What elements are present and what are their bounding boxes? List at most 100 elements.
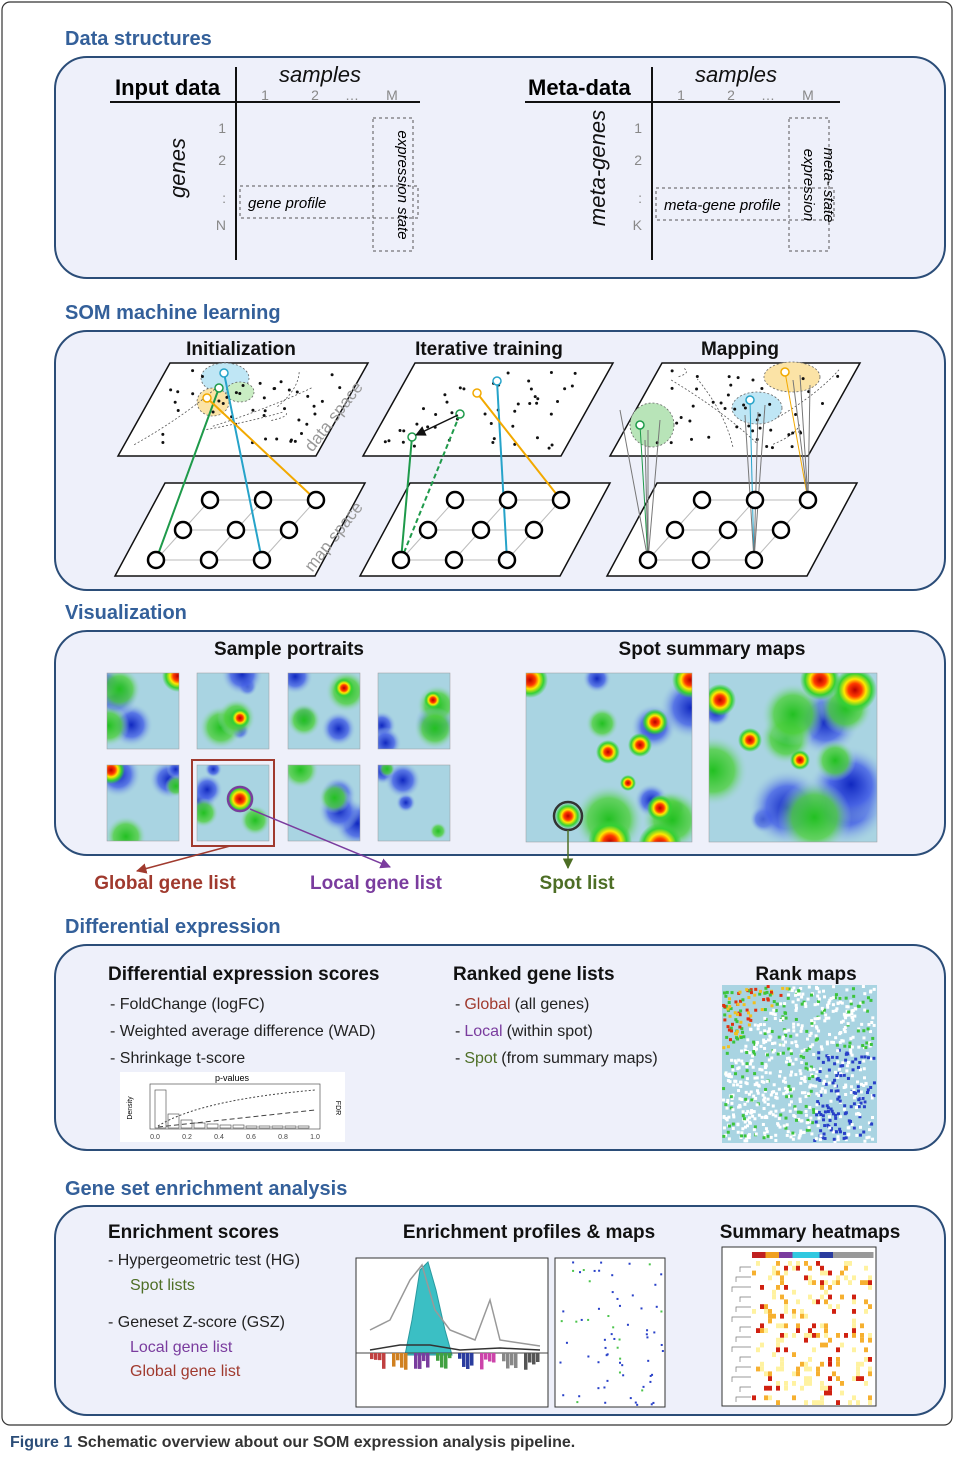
rank-cell	[785, 1095, 788, 1098]
rank-cell	[722, 1099, 725, 1102]
rank-cell	[792, 1029, 795, 1032]
heat-cell	[792, 1395, 796, 1400]
text-run: Local	[464, 1023, 502, 1040]
heat-cell	[852, 1323, 856, 1328]
rank-cell	[757, 1027, 760, 1030]
heat-cell	[828, 1391, 832, 1396]
rank-cell	[739, 1085, 742, 1088]
heat-cell	[792, 1309, 796, 1314]
heat-cell	[772, 1295, 776, 1300]
rank-cell	[847, 1010, 850, 1013]
data-point	[422, 407, 425, 410]
rank-cell	[856, 1080, 859, 1083]
heat-cell	[852, 1347, 856, 1352]
rank-cell	[865, 1082, 868, 1085]
heat-cell	[800, 1309, 804, 1314]
rank-cell	[737, 1089, 740, 1092]
heat-cell	[816, 1299, 820, 1304]
data-point	[296, 390, 299, 393]
heat-cell	[804, 1376, 808, 1381]
rank-cell	[760, 1045, 763, 1048]
heat-cell	[820, 1362, 824, 1367]
text-run: -	[455, 1023, 460, 1040]
data-point	[680, 416, 683, 419]
rank-cell	[763, 1136, 766, 1139]
data-point	[550, 413, 553, 416]
heat-cell	[800, 1314, 804, 1319]
data-point	[536, 397, 539, 400]
column-profile: meta- state	[820, 147, 837, 222]
rank-cell	[794, 1040, 797, 1043]
text-run: (from summary maps)	[501, 1050, 657, 1067]
map-dot	[621, 1364, 623, 1366]
heat-cell	[776, 1261, 780, 1266]
rank-cell	[784, 1041, 787, 1044]
heat-cell	[792, 1290, 796, 1295]
rank-cell	[798, 1134, 801, 1137]
plot-y2label: FDR	[334, 1101, 341, 1115]
rank-cell	[850, 1012, 853, 1015]
list-item: Spot lists	[130, 1277, 195, 1294]
heat-cell	[836, 1400, 840, 1405]
section-title: Gene set enrichment analysis	[65, 1178, 347, 1200]
rank-cell	[843, 1074, 846, 1077]
column-title: Summary heatmaps	[720, 1222, 901, 1243]
map-dot	[632, 1294, 634, 1296]
data-point	[263, 414, 266, 417]
rank-cell	[858, 1113, 861, 1116]
heat-cell	[864, 1280, 868, 1285]
rank-cell	[741, 1031, 744, 1034]
heat-cell	[808, 1333, 812, 1338]
prototype	[781, 368, 789, 376]
data-point	[415, 423, 418, 426]
rank-cell	[812, 1053, 815, 1056]
data-point	[251, 409, 254, 412]
rank-cell	[754, 1083, 757, 1086]
data-point	[402, 429, 405, 432]
rank-cell	[817, 1117, 820, 1120]
profile-bar	[436, 1353, 440, 1361]
data-point	[742, 404, 745, 407]
rank-cell	[746, 1069, 749, 1072]
data-point	[402, 441, 405, 444]
region	[764, 362, 820, 392]
data-point	[720, 401, 723, 404]
rank-cell	[817, 1094, 820, 1097]
rank-cell	[728, 997, 731, 1000]
heat-cell	[852, 1395, 856, 1400]
rank-cell	[806, 1038, 809, 1041]
data-point	[768, 403, 771, 406]
map-node	[720, 522, 736, 538]
heat-cell	[824, 1391, 828, 1396]
rank-cell	[740, 1036, 743, 1039]
rank-cell	[812, 1084, 815, 1087]
rank-cell	[725, 1107, 728, 1110]
heat-cell	[780, 1362, 784, 1367]
map-dot	[661, 1344, 663, 1346]
rank-cell	[782, 1044, 785, 1047]
list-item: - Shrinkage t-score	[110, 1050, 245, 1067]
rank-cell	[795, 1009, 798, 1012]
rank-cell	[766, 1135, 769, 1138]
map-node	[747, 492, 763, 508]
rank-cell	[770, 1056, 773, 1059]
profile-bar	[514, 1353, 518, 1368]
rank-cell	[792, 986, 795, 989]
hot-blob	[647, 795, 673, 821]
data-point	[493, 437, 496, 440]
data-point	[747, 425, 750, 428]
axis-label: samples	[279, 62, 361, 87]
rank-cell	[723, 1126, 726, 1129]
data-point	[751, 378, 754, 381]
heat-cell	[848, 1261, 852, 1266]
data-point	[536, 436, 539, 439]
rank-cell	[759, 1031, 762, 1034]
rank-cell	[838, 1128, 841, 1131]
rank-cell	[792, 1023, 795, 1026]
data-point	[235, 391, 238, 394]
rank-cell	[758, 993, 761, 996]
rank-cell	[730, 1102, 733, 1105]
rank-cell	[839, 1115, 842, 1118]
rank-cell	[740, 1098, 743, 1101]
data-point	[728, 375, 731, 378]
